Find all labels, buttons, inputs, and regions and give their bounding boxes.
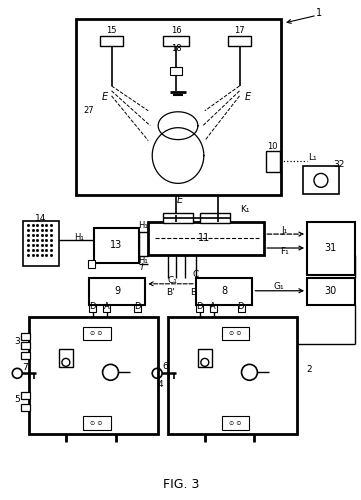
Text: ⊙ ⊙: ⊙ ⊙ <box>90 331 103 336</box>
Text: E: E <box>244 92 251 102</box>
Text: 7: 7 <box>22 363 28 372</box>
Text: 16: 16 <box>171 26 181 35</box>
Bar <box>238 304 244 312</box>
Bar <box>196 278 252 304</box>
Bar <box>307 278 355 304</box>
Bar <box>76 20 281 196</box>
Bar <box>163 213 193 223</box>
Text: C₁: C₁ <box>167 276 177 285</box>
Bar <box>228 36 252 46</box>
Bar <box>88 260 95 268</box>
Bar <box>307 222 355 275</box>
Bar <box>29 316 158 434</box>
Text: D: D <box>134 302 141 311</box>
Text: 15: 15 <box>106 26 117 35</box>
Text: 4: 4 <box>157 380 163 389</box>
Text: B: B <box>190 288 196 298</box>
Bar <box>21 404 30 411</box>
Bar <box>148 222 264 255</box>
Bar <box>103 304 109 312</box>
Text: 14: 14 <box>35 214 47 222</box>
Text: K₁: K₁ <box>240 204 249 214</box>
Text: G₁: G₁ <box>274 282 284 292</box>
Bar <box>222 326 249 340</box>
Text: 1: 1 <box>316 8 322 18</box>
Text: E: E <box>177 196 183 205</box>
Text: 2: 2 <box>306 365 312 374</box>
Bar <box>210 304 217 312</box>
Bar <box>21 352 30 360</box>
Text: I: I <box>141 264 144 272</box>
Bar <box>222 416 249 430</box>
Text: FIG. 3: FIG. 3 <box>163 478 199 491</box>
Bar <box>196 304 203 312</box>
Text: 9: 9 <box>114 286 121 296</box>
Text: 30: 30 <box>325 286 337 296</box>
Bar <box>100 36 123 46</box>
Text: H₁: H₁ <box>138 220 148 230</box>
Text: 11: 11 <box>198 233 210 243</box>
Text: ⊙ ⊙: ⊙ ⊙ <box>229 420 242 426</box>
Bar <box>168 316 297 434</box>
Text: C: C <box>193 270 199 280</box>
Text: J₁: J₁ <box>281 226 287 234</box>
Text: F₁: F₁ <box>280 248 288 256</box>
Bar <box>89 304 96 312</box>
Bar <box>93 228 139 263</box>
Bar <box>83 416 110 430</box>
Bar <box>89 278 145 304</box>
Text: H₁: H₁ <box>74 232 84 241</box>
Bar <box>21 392 30 399</box>
Text: 10: 10 <box>268 142 278 151</box>
Text: 17: 17 <box>234 26 245 35</box>
Text: 32: 32 <box>333 160 344 169</box>
Bar <box>266 150 280 172</box>
Text: A: A <box>104 302 109 311</box>
Text: A: A <box>210 302 216 311</box>
Text: 3: 3 <box>14 337 20 346</box>
Text: 13: 13 <box>110 240 123 250</box>
Text: 18: 18 <box>171 44 181 52</box>
Bar <box>59 350 73 368</box>
Bar <box>303 166 339 194</box>
Bar <box>21 332 30 340</box>
Text: E: E <box>101 92 108 102</box>
Text: D: D <box>89 302 95 311</box>
Text: B': B' <box>166 288 174 298</box>
Text: ⊙ ⊙: ⊙ ⊙ <box>229 331 242 336</box>
Bar <box>200 213 230 223</box>
Text: L₁: L₁ <box>308 153 316 162</box>
Text: H₁: H₁ <box>138 256 148 266</box>
Bar <box>83 326 110 340</box>
Bar <box>163 36 189 46</box>
Text: D: D <box>238 302 244 311</box>
Bar <box>23 221 59 266</box>
Bar <box>134 304 141 312</box>
Text: 31: 31 <box>325 243 337 253</box>
Text: 6: 6 <box>162 362 168 371</box>
Bar <box>198 350 212 368</box>
Bar <box>170 67 182 75</box>
Text: D: D <box>196 302 203 311</box>
Text: 8: 8 <box>222 286 228 296</box>
Text: ⊙ ⊙: ⊙ ⊙ <box>90 420 103 426</box>
Text: 27: 27 <box>83 106 94 116</box>
Bar <box>21 342 30 349</box>
Text: 5: 5 <box>14 394 20 404</box>
